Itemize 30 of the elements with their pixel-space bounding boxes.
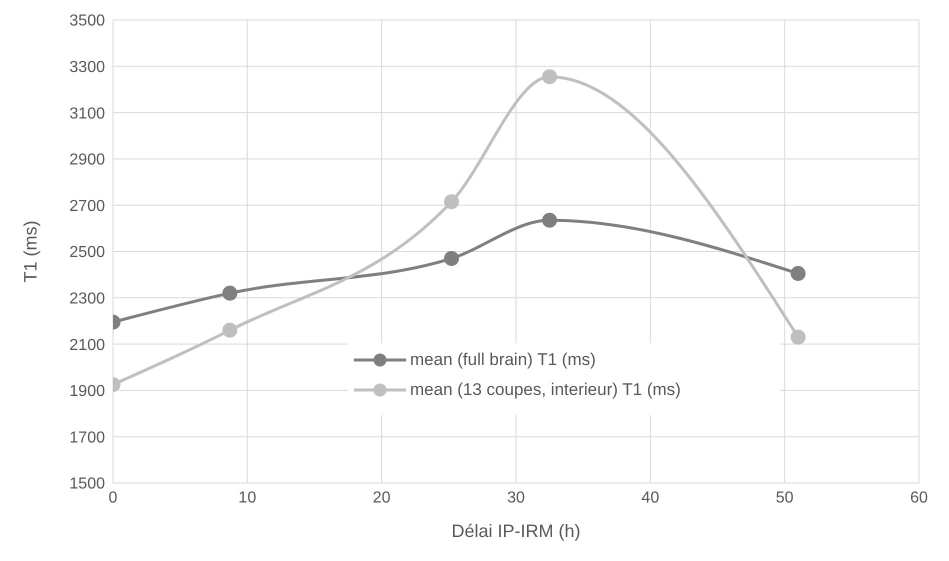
x-tick-label: 30 (507, 489, 525, 506)
point (222, 286, 238, 301)
y-tick-label: 3300 (69, 58, 106, 76)
point (542, 212, 558, 228)
y-tick-label: 1700 (69, 429, 106, 446)
x-tick-label: 20 (372, 489, 391, 506)
y-tick-label: 2700 (69, 198, 106, 215)
x-tick-label: 50 (776, 489, 794, 506)
point (542, 69, 558, 84)
point (444, 194, 460, 210)
legend-label: mean (13 coupes, interieur) T1 (ms) (410, 379, 682, 401)
point (790, 266, 806, 281)
y-tick-label: 1900 (69, 383, 106, 400)
y-tick-label: 1500 (69, 476, 106, 493)
x-tick-label: 60 (910, 489, 928, 506)
x-tick-label: 40 (641, 489, 660, 506)
point (222, 322, 238, 338)
point (790, 330, 806, 345)
y-tick-label: 2900 (69, 152, 106, 169)
y-axis-title: T1 (ms) (20, 220, 40, 282)
y-tick-label: 2300 (69, 290, 106, 308)
x-tick-label: 0 (108, 489, 118, 506)
y-tick-label: 2100 (69, 336, 106, 354)
y-tick-label: 3500 (69, 12, 106, 30)
y-tick-label: 2500 (69, 244, 106, 262)
legend-label: mean (full brain) T1 (ms) (410, 349, 597, 371)
point (444, 250, 460, 266)
x-axis-title: Délai IP-IRM (h) (451, 521, 581, 541)
y-tick-label: 3100 (69, 105, 106, 122)
x-tick-label: 10 (238, 489, 256, 506)
